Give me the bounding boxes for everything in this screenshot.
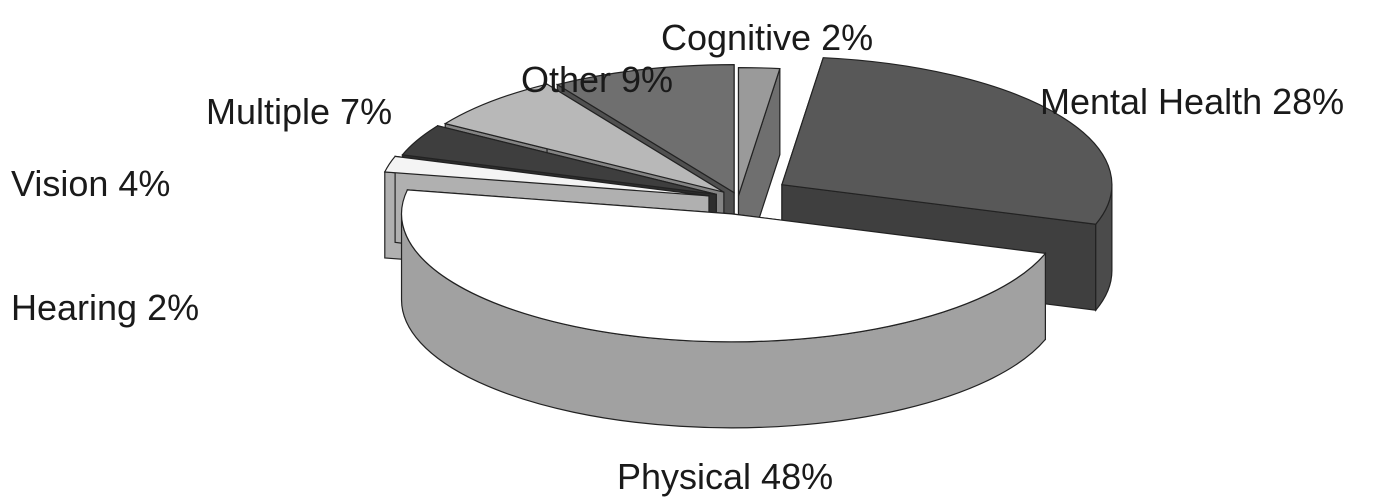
slice-top — [737, 67, 781, 196]
slice-top — [383, 155, 710, 197]
label-multiple: Multiple 7% — [206, 91, 393, 132]
slice-top — [781, 57, 1113, 225]
slice-top — [555, 64, 735, 194]
slice-top — [401, 125, 717, 195]
label-physical: Physical 48% — [617, 456, 834, 497]
slice-top — [443, 83, 725, 193]
label-mental-health: Mental Health 28% — [1040, 81, 1345, 122]
label-hearing: Hearing 2% — [11, 287, 200, 328]
label-cognitive: Cognitive 2% — [661, 17, 874, 58]
label-vision: Vision 4% — [11, 163, 171, 204]
slice-top — [400, 189, 1047, 343]
label-other: Other 9% — [521, 59, 674, 100]
slice-physical — [400, 189, 1047, 429]
